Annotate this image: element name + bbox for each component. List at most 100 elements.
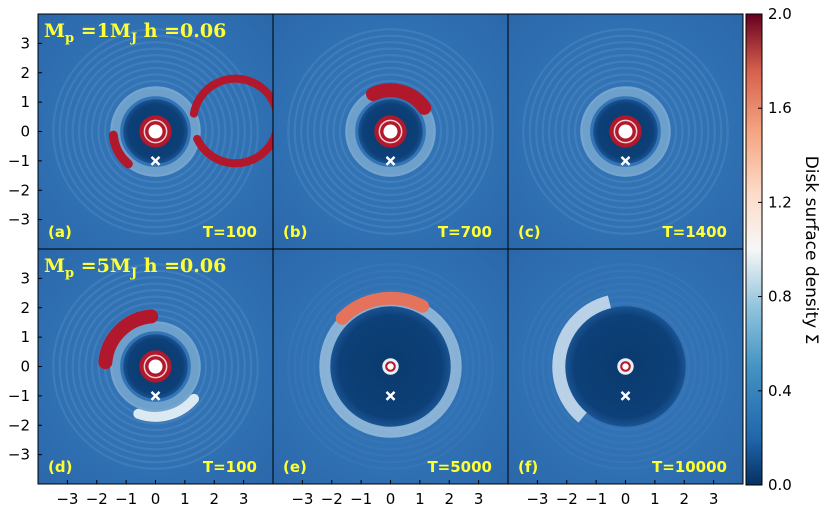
title-1-part-2: =1M bbox=[74, 20, 131, 42]
density-ring bbox=[313, 54, 468, 209]
panel-d bbox=[38, 249, 273, 484]
time-label: T=1400 bbox=[662, 223, 727, 241]
density-ring bbox=[71, 47, 240, 216]
density-ring bbox=[103, 79, 208, 184]
x-tick-label: 1 bbox=[180, 490, 190, 508]
star-marker bbox=[622, 363, 629, 370]
density-ring bbox=[554, 60, 697, 203]
vortex-arc bbox=[189, 74, 273, 168]
colorbar bbox=[745, 13, 763, 486]
row-title-1: Mp =1MJ h =0.06 bbox=[44, 20, 226, 46]
x-tick-label: 0 bbox=[621, 490, 631, 508]
density-ring bbox=[573, 79, 678, 184]
density-ring bbox=[319, 60, 462, 203]
time-label: T=5000 bbox=[427, 458, 492, 476]
panel-label: (b) bbox=[283, 223, 307, 241]
y-tick-label: 3 bbox=[20, 34, 30, 52]
planet-marker bbox=[620, 390, 631, 401]
panel-label: (c) bbox=[518, 223, 541, 241]
y-tick-label: −1 bbox=[8, 152, 30, 170]
y-tick-label: 2 bbox=[20, 299, 30, 317]
x-tick-label: 2 bbox=[444, 490, 454, 508]
time-label: T=700 bbox=[438, 223, 492, 241]
density-arc bbox=[133, 393, 200, 422]
density-ring bbox=[287, 263, 494, 470]
star-marker bbox=[148, 359, 163, 374]
title-1-part-3: J bbox=[130, 31, 137, 46]
colorbar-tick-label: 0.8 bbox=[768, 288, 792, 306]
density-ring bbox=[338, 79, 443, 184]
density-ring bbox=[97, 308, 214, 425]
planet-marker bbox=[150, 390, 161, 401]
density-ring bbox=[90, 301, 221, 432]
colorbar-tick-label: 0.4 bbox=[768, 382, 792, 400]
x-tick-label: −1 bbox=[585, 490, 607, 508]
x-tick-label: −3 bbox=[56, 490, 78, 508]
panel-label: (d) bbox=[48, 458, 72, 476]
x-tick-label: 1 bbox=[415, 490, 425, 508]
panel-a bbox=[38, 14, 273, 249]
x-tick-label: −3 bbox=[291, 490, 313, 508]
density-ring bbox=[313, 289, 468, 444]
x-tick-label: −2 bbox=[556, 490, 578, 508]
vortex-arc bbox=[98, 309, 159, 370]
density-ring bbox=[541, 47, 710, 216]
density-ring bbox=[535, 276, 716, 457]
density-ring bbox=[293, 269, 488, 464]
density-ring bbox=[306, 47, 475, 216]
density-ring bbox=[65, 276, 246, 457]
density-ring bbox=[300, 41, 481, 222]
star-marker bbox=[387, 363, 394, 370]
x-tick-label: −1 bbox=[115, 490, 137, 508]
star-marker bbox=[148, 124, 163, 139]
inner-ring bbox=[378, 119, 403, 144]
time-label: T=100 bbox=[203, 223, 257, 241]
y-tick-label: 3 bbox=[20, 269, 30, 287]
title-2-part-1: p bbox=[65, 266, 74, 281]
density-ring bbox=[78, 54, 233, 209]
density-ring bbox=[97, 73, 214, 190]
density-ring bbox=[65, 41, 246, 222]
density-ring bbox=[567, 73, 684, 190]
x-tick-label: 0 bbox=[386, 490, 396, 508]
density-ring bbox=[522, 28, 729, 235]
title-1-part-4: h =0.06 bbox=[137, 20, 226, 42]
x-tick-label: 1 bbox=[650, 490, 660, 508]
panel-label: (f) bbox=[518, 458, 538, 476]
y-tick-label: 1 bbox=[20, 328, 30, 346]
planet-marker bbox=[620, 155, 631, 166]
x-tick-label: 2 bbox=[679, 490, 689, 508]
density-ring bbox=[522, 263, 729, 470]
panel-e bbox=[273, 249, 508, 484]
density-ring bbox=[71, 282, 240, 451]
density-ring bbox=[548, 289, 703, 444]
density-ring bbox=[293, 34, 488, 229]
x-tick-label: −2 bbox=[321, 490, 343, 508]
x-tick-label: −1 bbox=[350, 490, 372, 508]
title-1-part-1: p bbox=[65, 31, 74, 46]
density-ring bbox=[58, 34, 253, 229]
x-tick-label: 3 bbox=[709, 490, 719, 508]
title-2-part-0: M bbox=[44, 255, 65, 277]
colorbar-tick-label: 2.0 bbox=[768, 5, 792, 23]
row-title-2: Mp =5MJ h =0.06 bbox=[44, 255, 226, 281]
panel-c bbox=[508, 14, 743, 249]
y-tick-label: −2 bbox=[8, 416, 30, 434]
planet-marker bbox=[385, 390, 396, 401]
planet-marker bbox=[385, 155, 396, 166]
panel-b bbox=[273, 14, 508, 249]
panel-f bbox=[508, 249, 743, 484]
x-tick-label: 2 bbox=[209, 490, 219, 508]
density-ring bbox=[332, 73, 449, 190]
star-marker bbox=[383, 124, 398, 139]
y-tick-label: −3 bbox=[8, 211, 30, 229]
inner-ring bbox=[143, 119, 168, 144]
vortex-arc bbox=[366, 83, 432, 115]
density-ring bbox=[52, 263, 259, 470]
density-ring bbox=[325, 66, 456, 197]
colorbar-tick-label: 1.6 bbox=[768, 99, 792, 117]
y-tick-label: −3 bbox=[8, 446, 30, 464]
colorbar-tick-label: 0.0 bbox=[768, 476, 792, 494]
outer-ring bbox=[580, 86, 671, 177]
